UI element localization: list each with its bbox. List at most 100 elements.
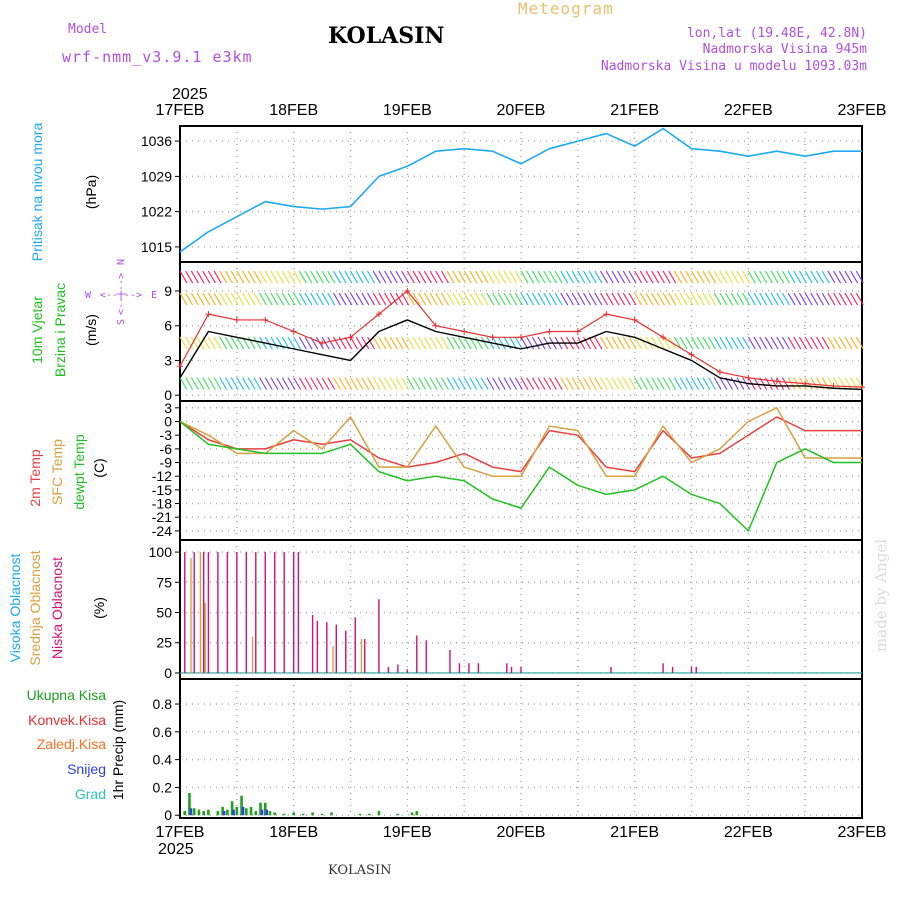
wind-barb <box>196 292 205 306</box>
wind-barb <box>355 336 364 350</box>
wind-barb <box>480 292 489 306</box>
wind-barb <box>531 270 540 284</box>
wind-barb <box>310 377 319 390</box>
wind-barb <box>452 336 461 350</box>
y-tick-label: 100 <box>149 544 173 560</box>
y-tick-label: -21 <box>152 509 172 525</box>
wind-barb <box>304 377 313 390</box>
wind-barb <box>367 377 376 390</box>
wind-barb <box>537 292 546 306</box>
panel-frame <box>179 261 863 402</box>
wind-barb <box>321 270 330 284</box>
wind-barb <box>770 270 779 284</box>
wind-barb <box>844 377 853 390</box>
y-tick-label: 0.8 <box>153 696 173 712</box>
wind-barb <box>236 292 245 306</box>
precip-bar <box>230 801 234 816</box>
wind-barb <box>213 336 222 350</box>
wind-barb <box>378 336 387 350</box>
wind-barb <box>577 336 586 350</box>
wind-barb <box>611 292 620 306</box>
wind-barb <box>213 270 222 284</box>
altitude-text: Nadmorska Visina 945m <box>703 42 868 57</box>
wind-barb <box>327 377 336 390</box>
top-date-label: 23FEB <box>838 102 887 119</box>
wind-barb <box>185 270 194 284</box>
wind-barb <box>816 336 825 350</box>
precip-bar <box>197 809 201 816</box>
wind-barb <box>617 336 626 350</box>
wind-barb <box>838 336 847 350</box>
wind-barb <box>185 292 194 306</box>
wind-barb <box>213 292 222 306</box>
wind-barb <box>338 270 347 284</box>
model-altitude-text: Nadmorska Visina u modelu 1093.03m <box>601 59 867 74</box>
wind-barb <box>679 377 688 390</box>
wind-barb <box>446 377 455 390</box>
wind-barb <box>736 336 745 350</box>
y-tick-label: 0.6 <box>153 724 173 740</box>
wind-barb <box>287 377 296 390</box>
dewpt-line <box>179 420 862 532</box>
gust-marker <box>518 334 524 341</box>
wind-barb <box>833 270 842 284</box>
wind-barb <box>321 336 330 350</box>
wind-barb <box>526 292 535 306</box>
y-tick-label: -9 <box>160 455 173 471</box>
wind-barb <box>742 270 751 284</box>
wind-barb <box>486 377 495 390</box>
wind-barb <box>594 270 603 284</box>
wind-barb <box>196 377 205 390</box>
wind-barb <box>412 270 421 284</box>
wind-barb <box>764 292 773 306</box>
wind-barb <box>804 292 813 306</box>
wind-barb <box>355 270 364 284</box>
pressure-line <box>179 127 862 253</box>
wind-barb <box>651 292 660 306</box>
y-tick-label: 1036 <box>141 133 172 149</box>
wind-barb <box>617 270 626 284</box>
wind-barb <box>264 270 273 284</box>
wind-barb <box>855 292 864 306</box>
wind-barb <box>577 377 586 390</box>
wind-barb <box>833 377 842 390</box>
wind-barb <box>821 292 830 306</box>
wind-barb <box>565 270 574 284</box>
wind-barb <box>583 336 591 350</box>
wind-barb <box>224 336 233 350</box>
precip-bar <box>240 795 243 816</box>
wind-barb <box>247 336 256 350</box>
wind-barb <box>764 336 773 350</box>
wind-barb <box>520 292 529 306</box>
meteogram-label: Meteogram <box>518 0 614 18</box>
wind-barb <box>361 377 370 390</box>
wind-barb <box>372 270 381 284</box>
wind-barb <box>332 270 341 284</box>
wind-barb <box>270 292 279 306</box>
precip-unit: 1hr Precip (mm) <box>110 700 126 800</box>
frz-precip-label: Zaledj.Kisa <box>37 736 106 752</box>
wind-barb <box>531 292 540 306</box>
wind-barb <box>298 292 307 306</box>
wind-barb <box>656 292 665 306</box>
wind-barb <box>696 292 705 306</box>
wind-barb <box>242 270 250 284</box>
wind-barb <box>259 292 268 306</box>
wind-barb <box>588 336 597 350</box>
wind-barb <box>730 336 739 350</box>
wind-barb <box>264 292 273 306</box>
precip-bar <box>183 811 187 816</box>
precip-bar <box>273 812 277 816</box>
precip-bar <box>245 808 248 816</box>
wind-barb <box>338 292 347 306</box>
lonlat-text: lon,lat (19.48E, 42.8N) <box>687 26 867 41</box>
wind-barb <box>855 336 864 350</box>
bottom-date-axis: 17FEB 18FEB 19FEB 20FEB 21FEB 22FEB 23FEB <box>156 824 887 841</box>
wind-barb <box>395 292 404 306</box>
model-name: wrf-nmm_v3.9.1 e3km <box>62 48 253 66</box>
year-top: 2025 <box>172 86 208 103</box>
wind-barb <box>497 292 506 306</box>
wind-barb <box>691 292 699 306</box>
wind-barb <box>202 270 211 284</box>
wind-barb <box>406 336 415 350</box>
